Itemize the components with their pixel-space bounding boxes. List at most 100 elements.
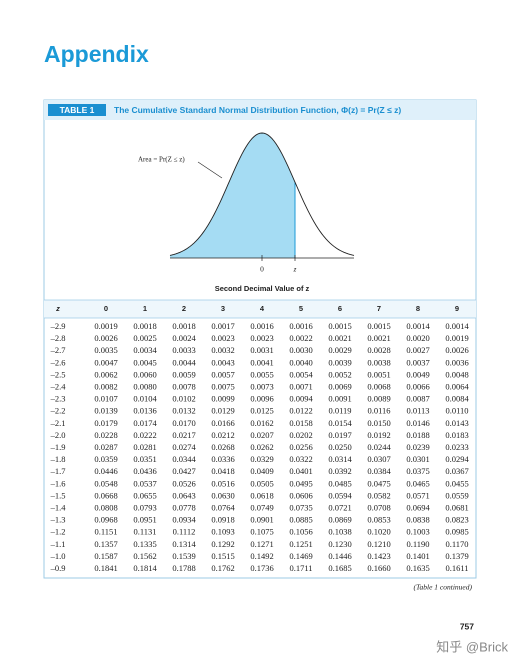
cell: 0.0301 xyxy=(406,454,429,464)
cell: 0.1814 xyxy=(133,563,157,573)
cell: 0.1170 xyxy=(445,539,468,549)
cell: 0.1660 xyxy=(367,563,390,573)
cell: 0.0154 xyxy=(328,418,352,428)
cell: 0.0336 xyxy=(211,454,234,464)
cell: 0.0436 xyxy=(133,466,156,476)
cell: 0.0091 xyxy=(328,394,351,404)
cell: 0.0041 xyxy=(250,357,273,367)
curve xyxy=(169,132,355,256)
cell: 0.1093 xyxy=(211,527,234,537)
cell: 0.1003 xyxy=(406,527,429,537)
cell: 0.0027 xyxy=(406,345,429,355)
cell: 0.1210 xyxy=(367,539,390,549)
cell: 0.0202 xyxy=(289,430,312,440)
cell: 0.0465 xyxy=(406,478,429,488)
table-label: TABLE 1 xyxy=(60,105,95,115)
cell: 0.1762 xyxy=(211,563,234,573)
cell: 0.0869 xyxy=(328,515,351,525)
table-header-bar xyxy=(44,100,476,120)
cell: 0.1075 xyxy=(250,527,273,537)
row-header: –1.2 xyxy=(50,527,66,537)
cell: 0.0094 xyxy=(289,394,313,404)
column-group-label: Second Decimal Value of z xyxy=(215,284,310,293)
row-header: –1.6 xyxy=(50,478,66,488)
cell: 0.0039 xyxy=(328,357,351,367)
cell: 0.0239 xyxy=(406,442,429,452)
cell: 0.0021 xyxy=(328,333,351,343)
cell: 0.0146 xyxy=(406,418,429,428)
cell: 0.0015 xyxy=(328,321,351,331)
cell: 0.1587 xyxy=(94,551,117,561)
cell: 0.0125 xyxy=(250,406,273,416)
cell: 0.0655 xyxy=(133,490,156,500)
cell: 0.1230 xyxy=(328,539,351,549)
cell: 0.0793 xyxy=(133,502,156,512)
cell: 0.0681 xyxy=(445,502,468,512)
column-header: 6 xyxy=(338,304,342,313)
cell: 0.0367 xyxy=(445,466,468,476)
cell: 0.1271 xyxy=(250,539,273,549)
column-header: 7 xyxy=(377,304,381,313)
cell: 0.1611 xyxy=(445,563,468,573)
cell: 0.0016 xyxy=(250,321,273,331)
cell: 0.0217 xyxy=(172,430,195,440)
cell: 0.0401 xyxy=(289,466,312,476)
row-header: –2.0 xyxy=(50,430,66,440)
cell: 0.0047 xyxy=(94,357,117,367)
cell: 0.0060 xyxy=(133,369,156,379)
row-header: –2.8 xyxy=(50,333,66,343)
cell: 0.0183 xyxy=(445,430,468,440)
cell: 0.0274 xyxy=(172,442,196,452)
cell: 0.0228 xyxy=(94,430,117,440)
column-header: z xyxy=(55,304,60,313)
cell: 0.0018 xyxy=(133,321,156,331)
cell: 0.0143 xyxy=(445,418,468,428)
cell: 0.0853 xyxy=(367,515,390,525)
row-header: –1.9 xyxy=(50,442,66,452)
row-header: –2.9 xyxy=(50,321,66,331)
cell: 0.1423 xyxy=(367,551,390,561)
area-label: Area = Pr(Z ≤ z) xyxy=(138,156,185,164)
row-header: –2.7 xyxy=(50,345,66,355)
cell: 0.0096 xyxy=(250,394,273,404)
cell: 0.1112 xyxy=(173,527,196,537)
cell: 0.0823 xyxy=(445,515,468,525)
cell: 0.0351 xyxy=(133,454,156,464)
cell: 0.0036 xyxy=(445,357,468,367)
cell: 0.0344 xyxy=(172,454,196,464)
cell: 0.0262 xyxy=(250,442,273,452)
cell: 0.0068 xyxy=(367,381,390,391)
cell: 0.0052 xyxy=(328,369,351,379)
cell: 0.0057 xyxy=(211,369,234,379)
cell: 0.0329 xyxy=(250,454,273,464)
cell: 0.0901 xyxy=(250,515,273,525)
cell: 0.0020 xyxy=(406,333,429,343)
row-header: –1.7 xyxy=(50,466,66,476)
cell: 0.0188 xyxy=(406,430,429,440)
cell: 0.0392 xyxy=(328,466,351,476)
cell: 0.0116 xyxy=(367,406,390,416)
z-label: z xyxy=(293,265,297,274)
row-header: –2.6 xyxy=(50,357,66,367)
cell: 0.0136 xyxy=(133,406,156,416)
cell: 0.0256 xyxy=(289,442,312,452)
cell: 0.0038 xyxy=(367,357,390,367)
cell: 0.0197 xyxy=(328,430,351,440)
cell: 0.0026 xyxy=(94,333,117,343)
cell: 0.1635 xyxy=(406,563,429,573)
table-title: The Cumulative Standard Normal Distribut… xyxy=(114,105,401,115)
cell: 0.0087 xyxy=(406,394,429,404)
row-header: –2.2 xyxy=(50,406,66,416)
column-header: 5 xyxy=(299,304,303,313)
cell: 0.0694 xyxy=(406,502,430,512)
row-header: –0.9 xyxy=(50,563,66,573)
cell: 0.0985 xyxy=(445,527,468,537)
cell: 0.0073 xyxy=(250,381,273,391)
cell: 0.0049 xyxy=(406,369,429,379)
cell: 0.0030 xyxy=(289,345,312,355)
cell: 0.0455 xyxy=(445,478,468,488)
cell: 0.0418 xyxy=(211,466,234,476)
cell: 0.1685 xyxy=(328,563,351,573)
cell: 0.0014 xyxy=(406,321,430,331)
cell: 0.0014 xyxy=(445,321,469,331)
